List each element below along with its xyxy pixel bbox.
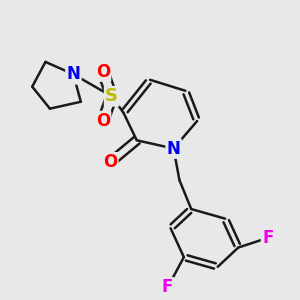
Text: O: O [96,62,110,80]
Text: S: S [105,87,118,105]
Text: N: N [167,140,181,158]
Text: O: O [96,112,110,130]
Text: O: O [103,153,117,171]
Text: F: F [162,278,173,296]
Text: N: N [67,65,80,83]
Text: F: F [262,229,274,247]
